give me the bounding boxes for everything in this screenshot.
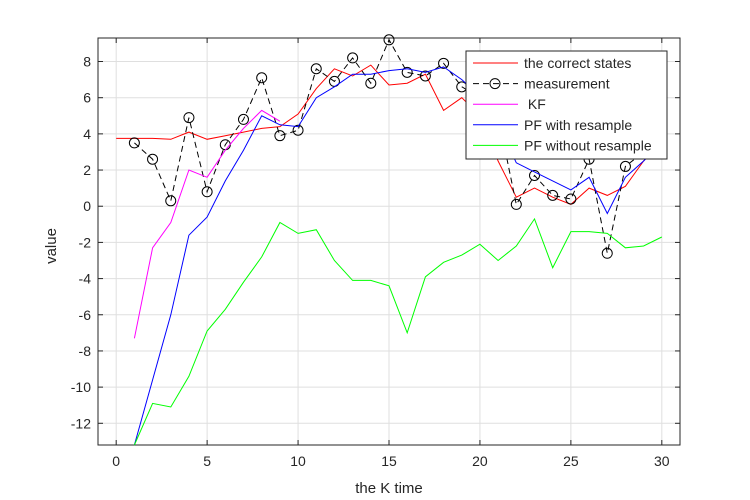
measurement-marker	[510, 198, 522, 210]
axes	[97, 37, 681, 446]
measurement-marker	[128, 137, 140, 149]
measurement-marker	[365, 77, 377, 89]
y-tick-label: -4	[79, 271, 92, 287]
y-tick-label: -10	[71, 379, 91, 395]
x-tick-label: 10	[290, 453, 306, 469]
measurement-marker	[292, 124, 304, 136]
measurement-marker	[347, 52, 359, 64]
x-tick-label: 25	[563, 453, 579, 469]
measurement-marker	[383, 34, 395, 46]
series-line	[134, 38, 663, 254]
axes-box	[97, 37, 681, 446]
measurement-marker	[201, 186, 213, 198]
y-tick-label: -2	[79, 234, 92, 250]
measurement-marker	[529, 169, 540, 181]
measurement-marker	[256, 72, 268, 84]
measurement-marker	[147, 153, 159, 165]
x-tick-label: 5	[203, 453, 211, 469]
y-tick-label: 6	[83, 90, 91, 106]
legend-entry: PF with resample	[524, 117, 632, 133]
y-tick-label: -8	[79, 343, 92, 359]
x-tick-label: 30	[654, 453, 670, 469]
measurement-marker	[401, 66, 413, 78]
legend: the correct states measurement KF PF with …	[465, 50, 668, 160]
y-tick-label: 8	[83, 54, 91, 70]
legend-entry: measurement	[524, 76, 610, 92]
measurement-marker	[601, 247, 613, 259]
measurement-marker	[165, 195, 177, 207]
legend-entry: KF	[524, 96, 546, 112]
measurement-marker	[565, 193, 577, 205]
y-axis-label: value	[43, 228, 60, 264]
tick-labels: 0 5 10 15 20 25 30 -12 -10 -8 -6 -4 -2 0 2 4 6 8	[71, 54, 670, 469]
legend-box	[465, 50, 668, 160]
measurement-marker	[183, 112, 195, 124]
x-tick-label: 20	[472, 453, 488, 469]
legend-marker	[489, 78, 501, 90]
measurement-marker	[619, 160, 631, 172]
legend-entry: PF without resample	[524, 137, 652, 153]
measurement-marker	[547, 189, 559, 201]
x-tick-label: 0	[112, 453, 120, 469]
measurement-marker	[419, 70, 431, 82]
series-line	[133, 217, 663, 446]
x-tick-label: 15	[381, 453, 397, 469]
y-tick-label: 2	[83, 162, 91, 178]
series-line	[133, 66, 663, 446]
measurement-marker	[438, 57, 450, 69]
x-axis-label: the K time	[355, 480, 423, 497]
legend-entry: the correct states	[524, 55, 631, 71]
measurement-marker	[310, 63, 322, 75]
y-tick-label: -12	[71, 415, 91, 431]
measurement-marker	[274, 130, 286, 142]
y-tick-label: 4	[83, 126, 91, 142]
y-tick-label: 0	[83, 198, 91, 214]
measurement-marker	[238, 113, 249, 125]
series-line	[133, 109, 281, 339]
y-tick-label: -6	[79, 307, 92, 323]
